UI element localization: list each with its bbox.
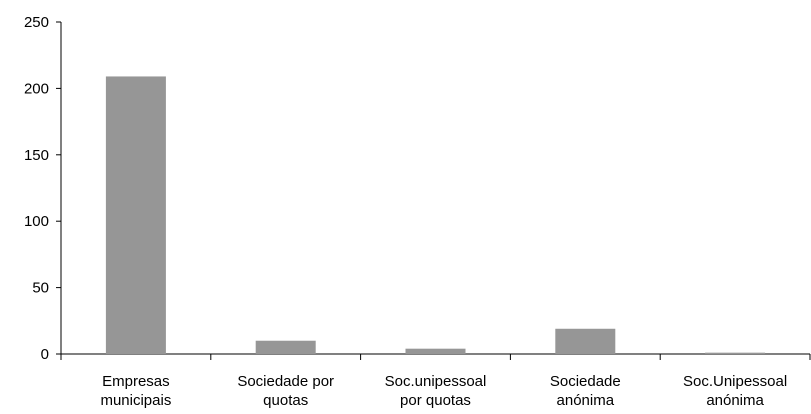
y-tick-label: 100 (24, 213, 49, 230)
bar (555, 328, 616, 354)
bars (105, 76, 766, 354)
x-tick-label: Sociedade por quotas (237, 373, 334, 409)
x-tick-label: Sociedade anónima (550, 373, 621, 409)
y-tick-label: 50 (32, 280, 49, 297)
bar (705, 352, 766, 354)
bar (405, 348, 466, 354)
y-tick-label: 250 (24, 14, 49, 31)
labels: 0 50 100 150 200 250 Empresas municipais Socieda… (24, 14, 787, 409)
x-tick-label: Empresas municipais (100, 373, 171, 409)
x-tick-label: Soc.Unipessoal anónima (683, 373, 787, 409)
x-tick-label: Soc.unipessoal por quotas (385, 373, 487, 409)
bar (255, 340, 316, 354)
y-tick-label: 150 (24, 147, 49, 164)
axes (56, 21, 811, 360)
y-tick-label: 0 (41, 346, 49, 363)
y-tick-label: 200 (24, 80, 49, 97)
bar (105, 76, 166, 354)
